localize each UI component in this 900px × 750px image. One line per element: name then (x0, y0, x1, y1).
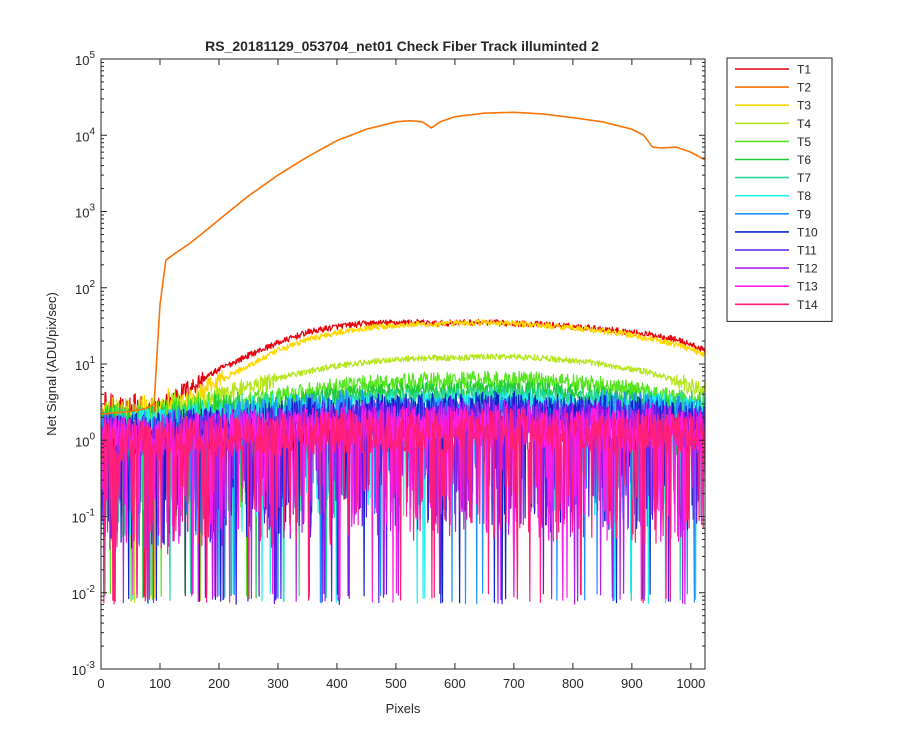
series-line-t2 (101, 111, 705, 415)
x-tick-label: 800 (562, 676, 584, 691)
chart-title: RS_20181129_053704_net01 Check Fiber Tra… (205, 38, 599, 54)
legend-label-t4: T4 (797, 117, 811, 131)
x-tick-label: 100 (149, 676, 171, 691)
x-tick-label: 900 (621, 676, 643, 691)
legend-label-t11: T11 (797, 244, 817, 258)
x-tick-label: 0 (97, 676, 104, 691)
legend-box (726, 57, 833, 322)
x-axis-label: Pixels (386, 701, 421, 716)
y-tick-label: 102 (75, 279, 95, 297)
y-axis: 10-3 10-2 10-1 100 101 102 103 104 105 (72, 50, 705, 678)
x-tick-label: 700 (503, 676, 525, 691)
y-tick-label: 103 (75, 203, 95, 221)
legend-label-t9: T9 (797, 207, 811, 221)
legend-label-t2: T2 (797, 81, 811, 95)
legend-label-t7: T7 (797, 171, 811, 185)
y-tick-label: 10-2 (72, 584, 96, 602)
y-tick-label: 104 (75, 126, 95, 144)
y-tick-label: 101 (75, 355, 95, 373)
x-tick-label: 300 (267, 676, 289, 691)
y-tick-label: 105 (75, 50, 95, 68)
y-axis-label: Net Signal (ADU/pix/sec) (44, 292, 59, 436)
x-tick-label: 1000 (676, 676, 705, 691)
x-tick-label: 200 (208, 676, 230, 691)
legend-label-t8: T8 (797, 189, 811, 203)
x-tick-label: 500 (385, 676, 407, 691)
series-line-t14 (101, 408, 705, 605)
y-tick-label: 10-3 (72, 660, 96, 678)
legend-label-t13: T13 (797, 280, 818, 294)
legend-label-t1: T1 (797, 63, 811, 77)
x-tick-label: 600 (444, 676, 466, 691)
series-layer (101, 111, 705, 605)
legend-label-t3: T3 (797, 99, 811, 113)
legend-label-t10: T10 (797, 225, 818, 239)
legend: T1 T2 T3 T4 T5 T6 T7 T8 T9 T10 T11 T12 T13 T14 (726, 57, 833, 322)
x-tick-label: 400 (326, 676, 348, 691)
legend-label-t14: T14 (797, 298, 818, 312)
y-tick-label: 100 (75, 431, 95, 449)
legend-label-t5: T5 (797, 135, 811, 149)
series-line-t3 (101, 319, 705, 599)
legend-label-t12: T12 (797, 262, 818, 276)
y-tick-label: 10-1 (72, 508, 96, 526)
legend-label-t6: T6 (797, 153, 811, 167)
